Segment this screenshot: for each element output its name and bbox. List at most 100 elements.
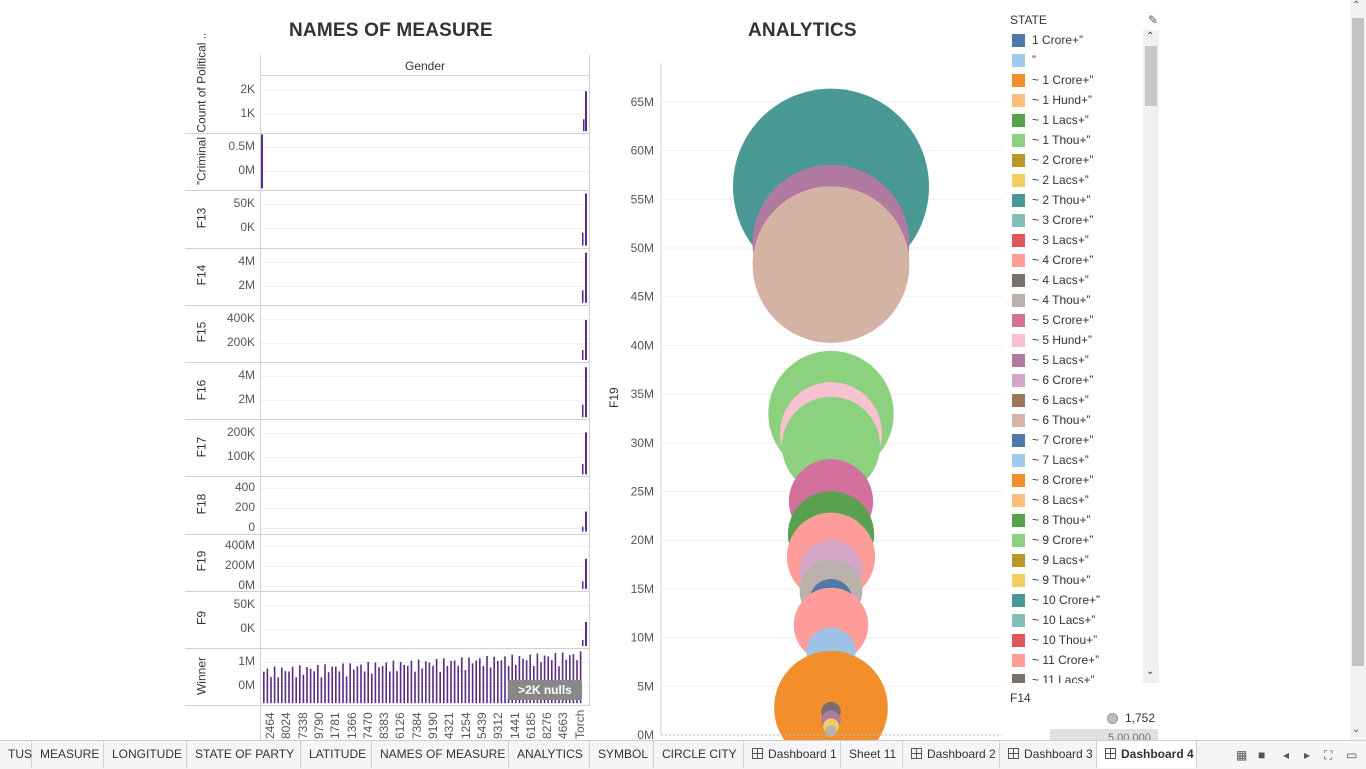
measure-bar[interactable] [582,526,584,532]
sheet-tab[interactable]: ANALYTICS [509,741,590,768]
winner-bar[interactable] [500,660,503,704]
sheet-tab[interactable]: Dashboard 2 [903,741,1000,768]
winner-bar[interactable] [425,661,427,704]
edit-legend-icon[interactable]: ✎ [1148,13,1159,27]
measure-bar[interactable] [585,252,587,303]
winner-bar[interactable] [471,663,474,704]
next-sheet-icon[interactable]: ▸ [1304,748,1311,762]
nulls-indicator[interactable]: >2K nulls [508,680,582,700]
sheet-tab[interactable]: Dashboard 3 [1000,741,1097,768]
measure-bar[interactable] [585,193,587,246]
winner-bar[interactable] [299,665,301,704]
measure-bar[interactable] [585,320,587,360]
winner-bar[interactable] [579,651,582,704]
winner-bar[interactable] [511,654,513,704]
measure-bar[interactable] [585,558,587,589]
winner-bar[interactable] [367,661,369,704]
winner-bar[interactable] [417,659,420,704]
measure-bar[interactable] [582,404,584,418]
legend-scroll-thumb[interactable] [1145,46,1157,106]
winner-bar[interactable] [428,662,431,704]
winner-bar[interactable] [536,653,539,704]
winner-bar[interactable] [468,657,470,704]
winner-bar[interactable] [266,668,269,704]
winner-bar[interactable] [309,668,312,704]
winner-bar[interactable] [450,660,452,704]
winner-bar[interactable] [360,664,362,704]
winner-bar[interactable] [399,661,402,704]
sheet-tab[interactable]: NAMES OF MEASURE [372,741,509,768]
winner-bar[interactable] [288,671,290,704]
winner-bar[interactable] [371,673,373,704]
measure-bar[interactable] [585,622,587,646]
page-scroll-up-icon[interactable]: ⌃ [1352,0,1361,11]
winner-bar[interactable] [504,656,506,704]
winner-bar[interactable] [421,668,423,704]
bubble-plot[interactable]: 65M 60M 55M 50M 45M 40M 35M 30M 25M 20M 15M 10M 5M 0M [605,55,1005,740]
winner-bar[interactable] [464,670,467,704]
winner-bar[interactable] [493,656,495,704]
winner-bar[interactable] [327,672,330,704]
sheet-tab[interactable]: LONGITUDE [104,741,187,768]
measure-bars[interactable] [261,55,589,705]
legend-list[interactable]: 1 Crore+” ” ~ 1 Crore+” ~ 1 Hund+” ~ 1 Lacs+… [1012,0,1142,683]
winner-bar[interactable] [356,666,359,704]
presentation-mode-icon[interactable]: ▭ [1346,748,1358,762]
winner-bar[interactable] [374,662,377,704]
sheet-tab[interactable]: Dashboard 4 [1097,741,1197,768]
winner-bar[interactable] [277,677,279,704]
analytics-chart[interactable]: F19 65M 60M 55M 50M 45M 40M 35M 30M 25M 20M 15M 10M… [605,55,1005,740]
measure-bar[interactable] [583,119,585,132]
winner-bar[interactable] [306,667,308,704]
winner-bar[interactable] [435,658,438,704]
winner-bar[interactable] [479,658,481,704]
winner-bar[interactable] [353,669,355,704]
sheet-tab[interactable]: LATITUDE [301,741,372,768]
show-sheet-sorter-icon[interactable]: ■ [1258,748,1266,762]
winner-bar[interactable] [453,660,456,704]
winner-bar[interactable] [554,652,557,704]
winner-bar[interactable] [561,652,564,704]
winner-bar[interactable] [443,658,445,704]
winner-bar[interactable] [489,667,492,704]
winner-bar[interactable] [363,671,366,704]
bubble-mark[interactable] [752,186,910,343]
winner-bar[interactable] [331,666,333,704]
measure-bar[interactable] [585,367,587,418]
sheet-tab[interactable]: TUS [0,741,32,768]
winner-bar[interactable] [543,655,546,704]
winner-bar[interactable] [378,667,380,704]
winner-bar[interactable] [291,666,294,704]
winner-bar[interactable] [345,676,348,704]
measure-bar[interactable] [585,91,587,132]
sheet-tab[interactable]: CIRCLE CITY [654,741,744,768]
legend-scroll-up-icon[interactable]: ⌃ [1146,31,1155,42]
winner-bar[interactable] [518,656,521,704]
winner-bar[interactable] [482,665,485,704]
sheet-tab[interactable]: STATE OF PARTY [187,741,301,768]
measure-bar[interactable] [261,134,263,189]
bubble-mark[interactable] [825,725,837,737]
winner-bar[interactable] [313,671,315,704]
winner-bar[interactable] [342,663,344,704]
winner-bar[interactable] [572,654,575,704]
winner-bar[interactable] [410,660,413,704]
winner-bar[interactable] [317,665,319,704]
winner-bar[interactable] [407,665,409,704]
measure-bar[interactable] [582,640,584,646]
page-scroll-down-icon[interactable]: ⌄ [1352,724,1361,735]
bubble-mark[interactable] [774,650,888,740]
measure-bar[interactable] [582,290,584,303]
measure-bar[interactable] [582,463,584,475]
legend-scroll-down-icon[interactable]: ⌄ [1146,666,1155,677]
winner-bar[interactable] [497,660,499,704]
winner-bar[interactable] [270,677,272,704]
winner-bar[interactable] [547,656,549,704]
names-of-measure-view[interactable]: Gender Count of Political .. 2K 1K ”Crimina… [185,32,590,740]
winner-bar[interactable] [461,657,463,704]
measure-bar[interactable] [582,581,584,589]
measure-bar[interactable] [582,350,584,360]
winner-bar[interactable] [475,660,477,704]
winner-bar[interactable] [273,666,276,704]
winner-bar[interactable] [263,671,265,704]
